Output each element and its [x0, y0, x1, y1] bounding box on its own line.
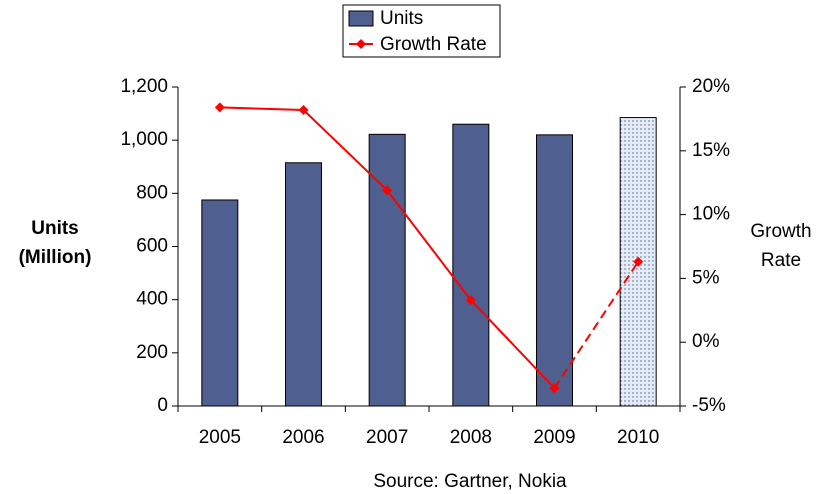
y-tick-label: 0: [157, 395, 168, 416]
legend-swatch: [348, 10, 374, 27]
y2-tick-label: 20%: [692, 76, 730, 97]
growth-marker: [382, 185, 393, 196]
legend-marker: [356, 39, 366, 49]
growth-marker: [214, 102, 225, 113]
growth-marker: [549, 383, 560, 394]
bar: [452, 123, 490, 407]
y2-tick-label: 5%: [692, 267, 720, 288]
y2-tick-label: 10%: [692, 204, 730, 225]
x-tick-label: 2006: [282, 427, 324, 448]
x-tick-label: 2007: [366, 427, 408, 448]
x-tick-label: 2009: [533, 427, 575, 448]
y-tick-label: 1,000: [120, 129, 168, 150]
y-tick-label: 400: [136, 289, 168, 310]
bar: [368, 133, 406, 407]
bar: [536, 134, 573, 407]
y2-label: Rate: [761, 250, 801, 271]
y2-label: Growth: [750, 221, 811, 242]
x-tick-label: 2008: [450, 427, 492, 448]
legend-label: Units: [380, 8, 423, 29]
y2-tick-label: -5%: [692, 395, 726, 416]
y-label: (Million): [19, 247, 92, 268]
y-tick-label: 200: [136, 342, 168, 363]
growth-marker: [465, 295, 476, 306]
legend-label: Growth Rate: [380, 34, 487, 55]
growth-marker: [298, 104, 309, 115]
y-tick-label: 800: [136, 182, 168, 203]
bar: [285, 162, 322, 407]
y2-tick-label: 15%: [692, 140, 730, 161]
y2-tick-label: 0%: [692, 331, 720, 352]
growth-line-forecast: [553, 261, 640, 389]
source: Source: Gartner, Nokia: [373, 471, 567, 492]
y-label: Units: [31, 218, 79, 239]
growth-marker: [633, 256, 644, 267]
x-tick-label: 2010: [617, 427, 659, 448]
bar: [201, 199, 239, 407]
x-tick-label: 2005: [199, 427, 241, 448]
y-tick-label: 600: [136, 236, 168, 257]
y-tick-label: 1,200: [120, 76, 168, 97]
